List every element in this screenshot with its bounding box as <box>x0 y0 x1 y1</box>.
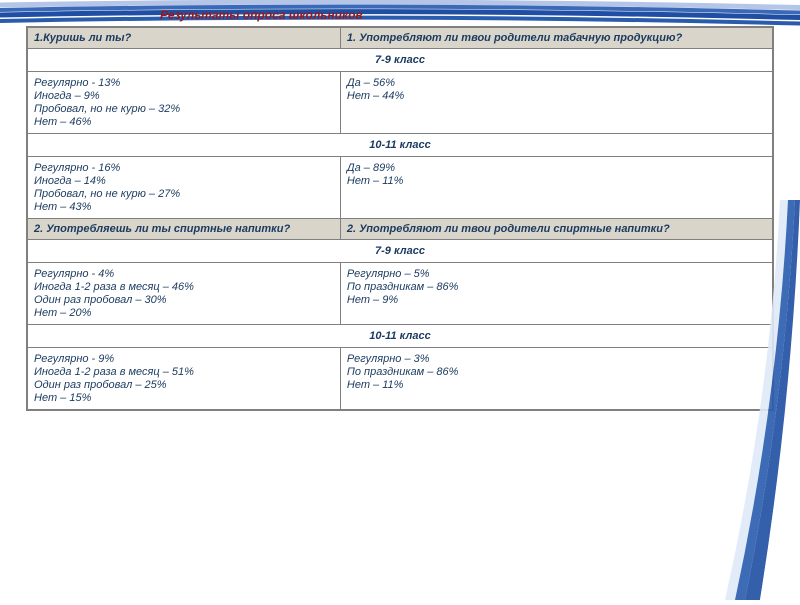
answers-right: Да – 89%Нет – 11% <box>340 157 772 219</box>
answer-item: Регулярно - 16% <box>34 162 334 174</box>
answer-item: Да – 56% <box>347 77 766 89</box>
question-right: 1. Употребляют ли твои родители табачную… <box>340 28 772 49</box>
answer-item: Пробовал, но не курю – 27% <box>34 188 334 200</box>
answer-item: Нет – 20% <box>34 307 334 319</box>
answer-item: Регулярно - 13% <box>34 77 334 89</box>
answer-item: Нет – 9% <box>347 294 766 306</box>
answer-item: Нет – 11% <box>347 175 766 187</box>
answer-item: Регулярно – 5% <box>347 268 766 280</box>
answer-item: Один раз пробовал – 30% <box>34 294 334 306</box>
answer-item: Нет – 44% <box>347 90 766 102</box>
question-right: 2. Употребляют ли твои родители спиртные… <box>340 219 772 240</box>
question-left: 1.Куришь ли ты? <box>28 28 341 49</box>
answer-item: Нет – 15% <box>34 392 334 404</box>
answers-left: Регулярно - 16%Иногда – 14%Пробовал, но … <box>28 157 341 219</box>
answer-item: Иногда – 9% <box>34 90 334 102</box>
answer-item: По праздникам – 86% <box>347 281 766 293</box>
answer-item: Иногда 1-2 раза в месяц – 51% <box>34 366 334 378</box>
answer-item: Иногда – 14% <box>34 175 334 187</box>
page-title: Результаты опроса школьников <box>160 8 363 22</box>
answers-left: Регулярно - 13%Иногда – 9%Пробовал, но н… <box>28 72 341 134</box>
answer-item: Нет – 46% <box>34 116 334 128</box>
survey-table: 1.Куришь ли ты?1. Употребляют ли твои ро… <box>27 27 773 410</box>
grade-group-label: 10-11 класс <box>28 325 773 348</box>
answer-item: Регулярно – 3% <box>347 353 766 365</box>
answers-left: Регулярно - 9%Иногда 1-2 раза в месяц – … <box>28 348 341 410</box>
survey-table-container: 1.Куришь ли ты?1. Употребляют ли твои ро… <box>26 26 774 411</box>
grade-group-label: 7-9 класс <box>28 240 773 263</box>
grade-group-label: 7-9 класс <box>28 49 773 72</box>
answer-item: По праздникам – 86% <box>347 366 766 378</box>
answer-item: Регулярно - 9% <box>34 353 334 365</box>
answer-item: Пробовал, но не курю – 32% <box>34 103 334 115</box>
question-left: 2. Употребляешь ли ты спиртные напитки? <box>28 219 341 240</box>
answer-item: Нет – 11% <box>347 379 766 391</box>
answers-right: Да – 56%Нет – 44% <box>340 72 772 134</box>
answers-right: Регулярно – 5%По праздникам – 86%Нет – 9… <box>340 263 772 325</box>
answer-item: Иногда 1-2 раза в месяц – 46% <box>34 281 334 293</box>
grade-group-label: 10-11 класс <box>28 134 773 157</box>
answers-right: Регулярно – 3%По праздникам – 86%Нет – 1… <box>340 348 772 410</box>
answer-item: Один раз пробовал – 25% <box>34 379 334 391</box>
answer-item: Да – 89% <box>347 162 766 174</box>
answer-item: Нет – 43% <box>34 201 334 213</box>
answers-left: Регулярно - 4%Иногда 1-2 раза в месяц – … <box>28 263 341 325</box>
answer-item: Регулярно - 4% <box>34 268 334 280</box>
